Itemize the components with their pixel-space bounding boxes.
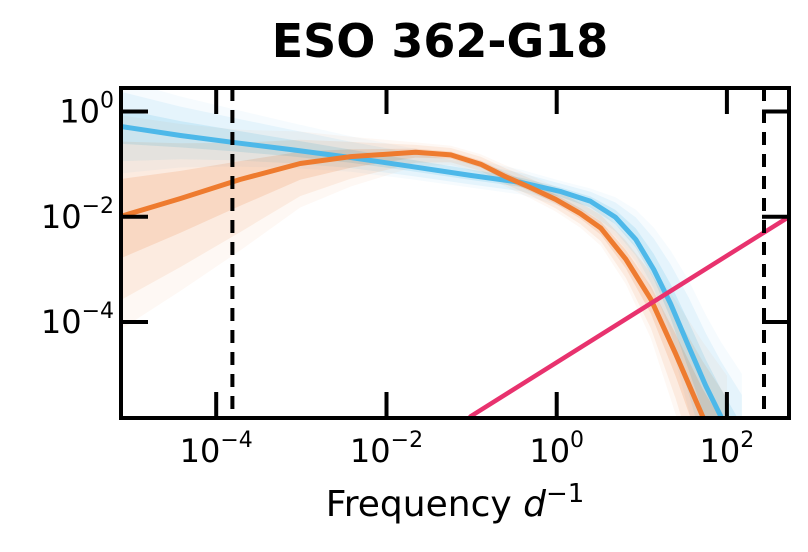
y-tick-label: 10−2 bbox=[41, 194, 114, 236]
x-axis-label: Frequency d−1 bbox=[326, 479, 585, 525]
x-tick-label: 10−2 bbox=[350, 428, 423, 470]
orange-psd-model-line bbox=[121, 149, 707, 418]
x-tick-label: 10−4 bbox=[180, 428, 253, 470]
x-tick-label: 102 bbox=[700, 428, 755, 470]
x-tick-label: 100 bbox=[529, 428, 584, 470]
plot-title: ESO 362-G18 bbox=[272, 14, 609, 68]
blue-psd-model-line bbox=[121, 124, 725, 418]
chart-root: 10−4 10−2 100 102 100 10−2 10−4 bbox=[41, 86, 791, 470]
plot-data-area bbox=[121, 88, 789, 418]
pink-powerlaw-line-line bbox=[468, 214, 789, 418]
y-tick-label: 100 bbox=[59, 89, 114, 131]
orange-psd-model-uncertainty-band bbox=[121, 148, 721, 418]
y-tick-label: 10−4 bbox=[41, 299, 114, 341]
axes-frame bbox=[119, 86, 791, 420]
